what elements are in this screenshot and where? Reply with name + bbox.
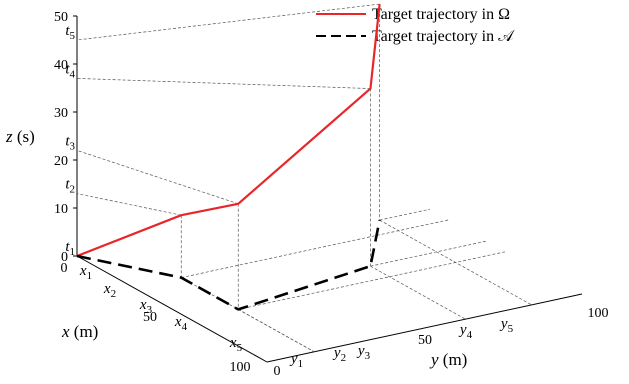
x-axis-title: x (m) (61, 322, 98, 341)
z-tick-label: 0 (61, 250, 68, 265)
waypoint-x-label: x1 (79, 263, 92, 282)
y-tick-label: 100 (588, 306, 609, 321)
x-tick-label: 0 (61, 261, 68, 276)
y-axis-title: y (m) (429, 350, 467, 369)
legend: Target trajectory in Ω Target trajectory… (316, 6, 515, 45)
waypoint-t-label: t5 (65, 23, 75, 42)
series-line-omega (76, 3, 381, 258)
x-tick-label: 50 (143, 310, 157, 325)
x-tick-label: 100 (230, 360, 251, 375)
projection-guide (76, 78, 371, 89)
x-axis-line (76, 255, 268, 363)
waypoint-t-label: t3 (65, 133, 75, 152)
waypoint-y-label: y1 (289, 351, 303, 370)
waypoint-t-label: t4 (65, 61, 75, 80)
projection-guide (238, 309, 315, 353)
z-axis-title: z (s) (5, 127, 35, 146)
waypoint-labels: t1 t2 t3 t4 t5 x1 x2 x3 x4 x5 y1 y2 y3 y4 y5 (65, 23, 513, 370)
y-tick-label: 50 (418, 333, 432, 348)
projection-guide (238, 251, 507, 310)
waypoint-y-label: y4 (458, 322, 473, 341)
waypoint-y-label: y3 (356, 343, 371, 362)
waypoint-x-label: x3 (139, 297, 153, 316)
waypoint-x-label: x4 (174, 314, 188, 333)
projection-guide (76, 193, 182, 216)
projection-guide (181, 219, 450, 278)
legend-dashed-label: Target trajectory in 𝒜 (372, 28, 515, 45)
projection-guide (370, 265, 466, 320)
axes-frame (73, 15, 583, 363)
z-tick-label: 20 (54, 154, 68, 169)
waypoint-y-label: y2 (332, 345, 346, 364)
y-axis-line (266, 293, 583, 363)
y-tick-label: 0 (274, 364, 281, 379)
projection-guide (379, 219, 532, 306)
z-tick-label: 40 (54, 58, 68, 73)
waypoint-t-label: t1 (65, 239, 75, 258)
z-tick-label: 30 (54, 106, 68, 121)
series-lines (76, 3, 381, 311)
projection-guide (379, 208, 431, 221)
series-line-A (76, 219, 381, 311)
waypoint-x-label: x2 (103, 281, 116, 300)
waypoint-t-label: t2 (65, 177, 75, 196)
projection-guide (370, 240, 488, 267)
z-tick-label: 10 (54, 202, 68, 217)
legend-solid-label: Target trajectory in Ω (372, 6, 510, 23)
projection-guide (76, 3, 380, 41)
z-tick-label: 50 (54, 10, 68, 25)
waypoint-x-label: x5 (229, 335, 243, 354)
waypoint-y-label: y5 (499, 316, 514, 335)
projection-guide (76, 150, 239, 205)
